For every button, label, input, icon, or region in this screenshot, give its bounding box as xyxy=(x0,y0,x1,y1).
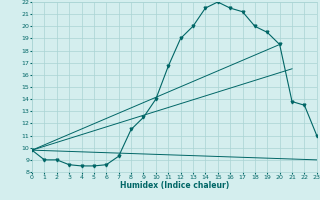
X-axis label: Humidex (Indice chaleur): Humidex (Indice chaleur) xyxy=(120,181,229,190)
